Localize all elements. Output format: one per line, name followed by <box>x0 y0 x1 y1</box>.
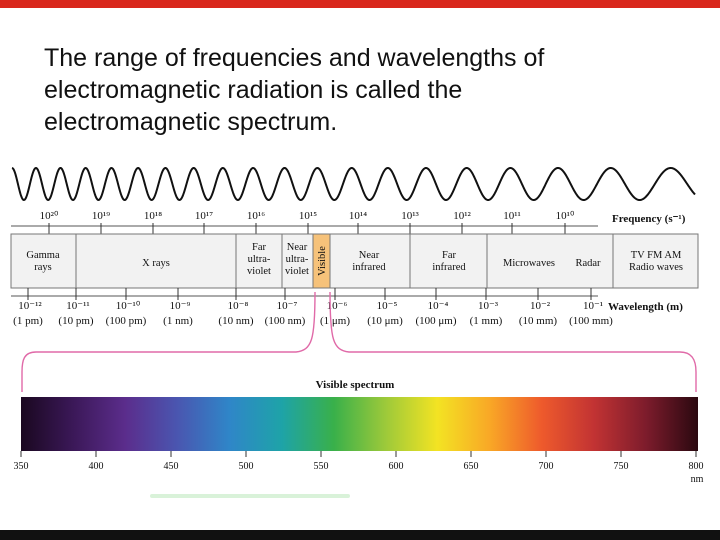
nm-tick-label: 350 <box>14 461 29 472</box>
visible-spectrum-bracket <box>21 291 697 392</box>
frequency-tick-label: 10¹⁹ <box>92 210 110 222</box>
wavelength-unit-label: (1 mm) <box>470 315 503 327</box>
slide-top-accent-bar <box>0 0 720 8</box>
frequency-tick-label: 10¹² <box>453 210 471 222</box>
wavelength-unit-label: (100 mm) <box>569 315 613 327</box>
wavelength-axis-label: Wavelength (m) <box>608 301 683 313</box>
nm-tick-label: 750 <box>614 461 629 472</box>
decorative-green-rule <box>150 494 350 498</box>
wavelength-tick-label: 10⁻¹² <box>18 300 42 312</box>
wavelength-unit-label: (10 mm) <box>519 315 558 327</box>
band-label: Radar <box>575 258 601 269</box>
wavelength-tick-label: 10⁻⁶ <box>327 300 348 312</box>
frequency-axis: 10²⁰ 10¹⁹ 10¹⁸ 10¹⁷ 10¹⁶ 10¹⁵ 10¹⁴ 10¹³ 10¹² 10¹¹… <box>11 210 598 234</box>
wavelength-unit-label: (100 μm) <box>415 315 456 327</box>
wavelength-unit-label: (1 μm) <box>320 315 350 327</box>
band-label: Gamma <box>26 250 60 261</box>
wavelength-unit-label: (100 pm) <box>106 315 147 327</box>
frequency-tick-label: 10¹⁷ <box>195 210 213 222</box>
nm-tick-label: 700 <box>539 461 554 472</box>
band-label: Far <box>252 242 267 253</box>
wavelength-tick-label: 10⁻¹⁰ <box>116 300 141 312</box>
wavelength-tick-label: 10⁻¹ <box>583 300 603 312</box>
visible-spectrum-nm-axis: 350 400 450 500 550 600 650 700 750 800 <box>14 451 704 472</box>
band-label: violet <box>247 266 271 277</box>
band-label: Near <box>359 250 380 261</box>
nm-tick-label: 650 <box>464 461 479 472</box>
frequency-tick-label: 10¹⁶ <box>247 210 265 222</box>
frequency-tick-label: 10¹⁴ <box>349 210 367 222</box>
band-label: infrared <box>352 262 386 273</box>
band-label: violet <box>285 266 309 277</box>
wavelength-unit-label: (1 pm) <box>13 315 43 327</box>
nm-unit-label: nm <box>691 474 704 485</box>
band-label: Radio waves <box>629 262 683 273</box>
band-label: Microwaves <box>503 258 555 269</box>
frequency-tick-label: 10¹¹ <box>503 210 521 222</box>
wavelength-tick-label: 10⁻⁷ <box>277 300 298 312</box>
visible-spectrum-gradient <box>21 397 698 451</box>
wavelength-unit-label: (100 nm) <box>265 315 306 327</box>
band-label: rays <box>34 262 52 273</box>
nm-tick-label: 800 <box>689 461 704 472</box>
band-label: TV FM AM <box>631 250 682 261</box>
em-wave-illustration <box>11 166 696 202</box>
band-bar <box>10 233 699 289</box>
nm-tick-label: 400 <box>89 461 104 472</box>
band-label: Far <box>442 250 457 261</box>
wavelength-tick-label: 10⁻³ <box>478 300 499 312</box>
nm-tick-label: 600 <box>389 461 404 472</box>
band-label: Near <box>287 242 308 253</box>
wavelength-tick-label: 10⁻¹¹ <box>66 300 89 312</box>
nm-tick-label: 550 <box>314 461 329 472</box>
frequency-tick-label: 10²⁰ <box>40 210 59 222</box>
wavelength-tick-label: 10⁻² <box>530 300 551 312</box>
wavelength-tick-label: 10⁻⁹ <box>170 300 191 312</box>
wavelength-unit-label: (1 nm) <box>163 315 193 327</box>
wavelength-unit-label: (10 pm) <box>58 315 93 327</box>
nm-tick-label: 500 <box>239 461 254 472</box>
wavelength-tick-label: 10⁻⁵ <box>377 300 398 312</box>
band-label: ultra- <box>248 254 271 265</box>
frequency-tick-label: 10¹³ <box>401 210 419 222</box>
frequency-tick-label: 10¹⁸ <box>144 210 162 222</box>
band-label: infrared <box>432 262 466 273</box>
heading-line-3: electromagnetic spectrum. <box>44 108 338 136</box>
band-label: X rays <box>142 258 170 269</box>
band-label: Visible <box>317 246 328 276</box>
visible-spectrum-title: Visible spectrum <box>316 379 395 391</box>
heading-line-2: electromagnetic radiation is called the <box>44 76 463 104</box>
wavelength-axis: 10⁻¹² (1 pm) 10⁻¹¹ (10 pm) 10⁻¹⁰ (100 pm) 10⁻⁹… <box>11 288 613 327</box>
band-label: ultra- <box>286 254 309 265</box>
wavelength-tick-label: 10⁻⁴ <box>428 300 449 312</box>
slide-heading: The range of frequencies and wavelengths… <box>44 42 694 138</box>
frequency-axis-label: Frequency (s⁻¹) <box>612 213 686 225</box>
slide-bottom-bar <box>0 530 720 540</box>
wavelength-unit-label: (10 nm) <box>218 315 253 327</box>
heading-line-1: The range of frequencies and wavelengths… <box>44 44 545 72</box>
band-dividers <box>75 234 614 288</box>
wavelength-tick-label: 10⁻⁸ <box>228 300 249 312</box>
frequency-tick-label: 10¹⁰ <box>556 210 575 222</box>
frequency-tick-label: 10¹⁵ <box>299 210 317 222</box>
nm-tick-label: 450 <box>164 461 179 472</box>
wavelength-unit-label: (10 μm) <box>367 315 403 327</box>
